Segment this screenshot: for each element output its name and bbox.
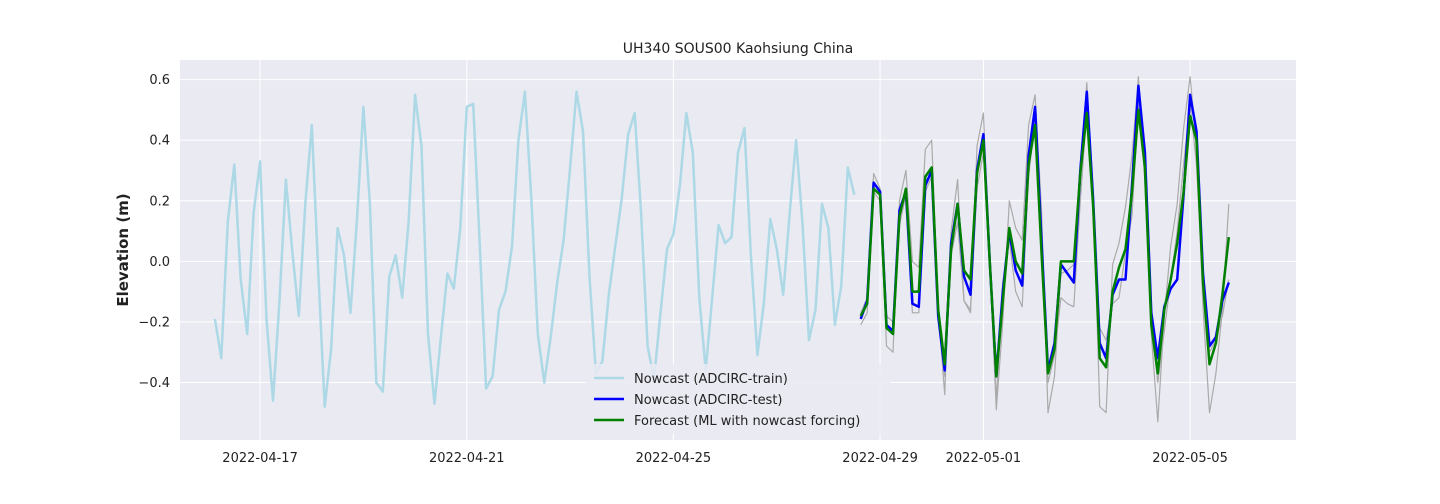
- y-tick-label: 0.2: [149, 194, 170, 209]
- x-tick-labels: 2022-04-17 2022-04-21 2022-04-25 2022-04-29…: [222, 451, 1228, 466]
- y-axis-label: Elevation (m): [114, 193, 132, 306]
- y-tick-labels: 0.6 0.4 0.2 0.0 −0.2 −0.4: [138, 73, 170, 391]
- series-line-forecast-ml-with-nowcast-forcing: [859, 108, 1231, 378]
- x-tick-label: 2022-04-25: [636, 451, 712, 466]
- legend-label-test: Nowcast (ADCIRC-test): [634, 393, 783, 408]
- grid: [180, 60, 1296, 440]
- x-tick-label: 2022-05-05: [1152, 451, 1228, 466]
- y-tick-label: −0.4: [138, 376, 170, 391]
- legend-label-forecast: Forecast (ML with nowcast forcing): [634, 414, 860, 429]
- x-tick-label: 2022-05-01: [946, 451, 1022, 466]
- legend: Nowcast (ADCIRC-train) Nowcast (ADCIRC-t…: [586, 364, 891, 434]
- legend-box: [586, 364, 891, 434]
- y-tick-label: 0.6: [149, 73, 170, 88]
- chart-title: UH340 SOUS00 Kaohsiung China: [623, 41, 853, 57]
- y-tick-label: −0.2: [138, 315, 170, 330]
- x-tick-label: 2022-04-29: [842, 451, 918, 466]
- x-tick-label: 2022-04-17: [222, 451, 298, 466]
- y-tick-label: 0.4: [149, 134, 170, 149]
- series-layer: [213, 76, 1231, 423]
- y-tick-label: 0.0: [149, 255, 170, 270]
- x-tick-label: 2022-04-21: [429, 451, 505, 466]
- series-line-nowcast-adcirc-train: [213, 90, 856, 408]
- legend-label-train: Nowcast (ADCIRC-train): [634, 372, 788, 387]
